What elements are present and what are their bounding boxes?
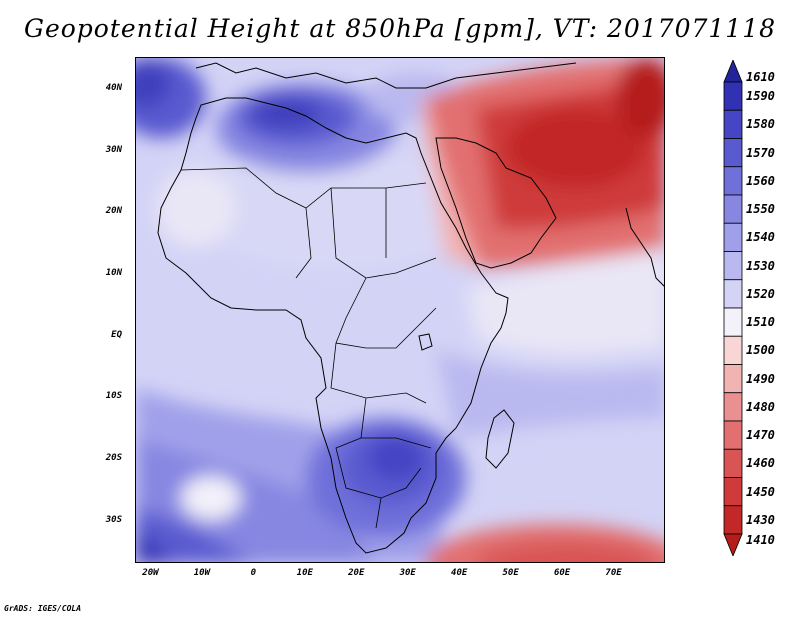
colorbar-swatch	[723, 448, 743, 478]
colorbar-label: 1510	[746, 315, 775, 330]
y-tick-label: 10N	[105, 267, 122, 278]
map-svg	[136, 58, 664, 562]
colorbar-swatch	[723, 109, 743, 139]
colorbar-swatch	[723, 335, 743, 365]
x-tick-label: 40E	[451, 568, 468, 578]
colorbar-swatch	[723, 194, 743, 224]
colorbar-swatch	[723, 392, 743, 422]
x-tick-label: 50E	[502, 568, 519, 578]
lake-victoria	[418, 333, 433, 351]
europe-coastline	[195, 62, 577, 89]
colorbar-label: 1490	[746, 371, 775, 386]
colorbar	[723, 60, 743, 556]
madagascar	[485, 409, 515, 469]
colorbar-label: 1570	[746, 145, 775, 160]
colorbar-label: 1450	[746, 484, 775, 499]
y-tick-label: 20N	[105, 206, 122, 217]
colorbar-swatch	[723, 364, 743, 394]
x-tick-label: 60E	[553, 568, 571, 578]
map-plot-area	[135, 57, 665, 563]
colorbar-label: 1540	[746, 230, 775, 245]
colorbar-label: 1610	[746, 69, 775, 84]
africa-coastline	[157, 97, 509, 554]
colorbar-label: 1430	[746, 512, 775, 527]
colorbar-label: 1470	[746, 428, 775, 443]
colorbar-swatch	[723, 138, 743, 168]
map-title: Geopotential Height at 850hPa [gpm], VT:…	[23, 14, 777, 43]
y-tick-label: 40N	[105, 82, 122, 93]
colorbar-label: 1560	[746, 173, 775, 188]
y-tick-label: EQ	[111, 329, 122, 340]
colorbar-label: 1480	[746, 399, 775, 414]
x-tick-label: 10E	[296, 568, 313, 578]
coastlines	[157, 62, 664, 554]
colorbar-swatch	[723, 222, 743, 252]
colorbar-swatch	[723, 279, 743, 309]
colorbar-label: 1460	[746, 456, 775, 471]
colorbar-label: 1520	[746, 286, 775, 301]
colorbar-swatch	[723, 505, 743, 535]
colorbar-label: 1580	[746, 117, 775, 132]
colorbar-bottom-triangle	[723, 533, 743, 556]
x-tick-label: 30E	[399, 568, 416, 578]
colorbar-label: 1530	[746, 258, 775, 273]
colorbar-swatch	[723, 81, 743, 111]
colorbar-swatch	[723, 166, 743, 196]
x-tick-label: 70E	[605, 568, 622, 578]
x-tick-label: 20W	[142, 568, 159, 578]
colorbar-swatch	[723, 307, 743, 337]
colorbar-label: 1410	[746, 532, 775, 547]
africa-borders	[180, 167, 437, 529]
x-tick-label: 0	[250, 568, 257, 578]
y-tick-label: 20S	[105, 453, 122, 464]
footer-credit: GrADS: IGES/COLA	[4, 604, 82, 613]
colorbar-label: 1590	[746, 89, 775, 104]
colorbar-swatch	[723, 477, 743, 507]
arabia-coastline	[435, 137, 557, 269]
colorbar-swatch	[723, 251, 743, 281]
x-tick-label: 10W	[193, 568, 211, 578]
y-tick-label: 30S	[105, 514, 122, 525]
colorbar-top-triangle	[723, 60, 743, 83]
colorbar-label: 1550	[746, 202, 775, 217]
colorbar-label: 1500	[746, 343, 775, 358]
y-tick-label: 30N	[105, 144, 122, 155]
colorbar-swatch	[723, 420, 743, 450]
india-coastline	[625, 207, 664, 287]
x-tick-label: 20E	[348, 568, 365, 578]
y-tick-label: 10S	[105, 391, 122, 402]
